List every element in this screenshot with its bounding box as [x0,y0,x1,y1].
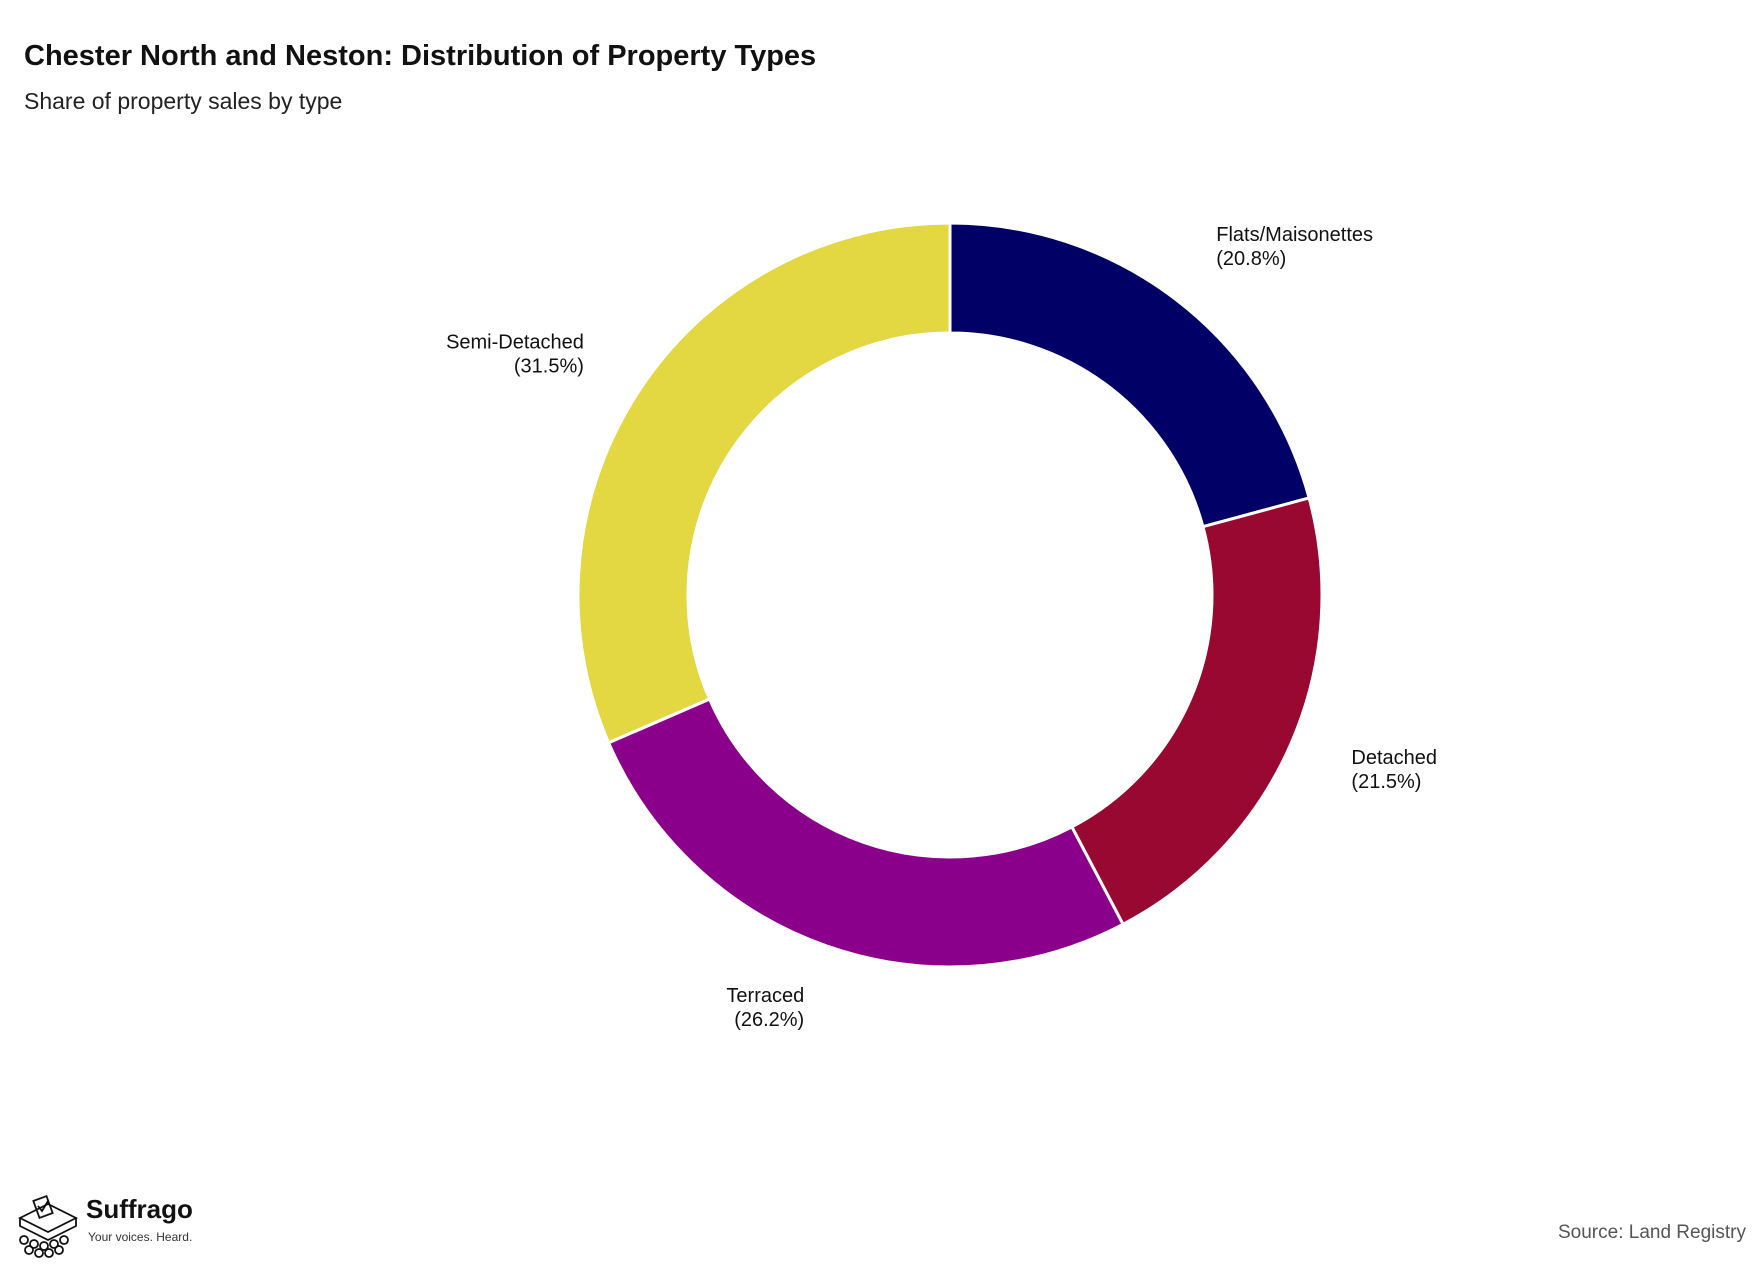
slice-label-detached: Detached (21.5%) [1351,747,1437,793]
chart-subtitle: Share of property sales by type [24,88,343,114]
slice-detached [1069,496,1324,927]
slice-semi-detached [576,221,952,745]
source-note: Source: Land Registry [1558,1222,1746,1243]
brand-name: Suffrago [86,1194,193,1224]
chart-title: Chester North and Neston: Distribution o… [24,40,817,72]
slice-flats-maisonettes [948,221,1311,529]
ballot-box-icon [17,1194,79,1258]
slice-terraced [606,697,1126,969]
brand-tagline: Your voices. Heard. [88,1230,193,1244]
slice-label-terraced: Terraced (26.2%) [726,985,804,1031]
slice-label-semi-detached: Semi-Detached (31.5%) [446,332,584,378]
slice-label-flats-maisonettes: Flats/Maisonettes (20.8%) [1216,224,1373,270]
slice-labels: Flats/Maisonettes (20.8%) Detached (21.5%) T… [446,224,1437,1031]
donut-slices [576,221,1324,969]
